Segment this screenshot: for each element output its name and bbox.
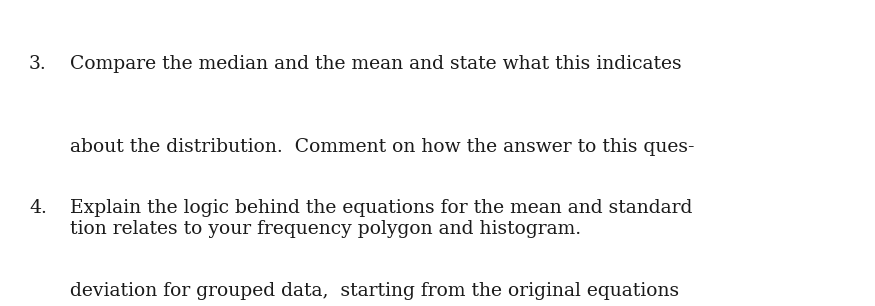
Text: 3.: 3.: [29, 55, 46, 73]
Text: deviation for grouped data,  starting from the original equations: deviation for grouped data, starting fro…: [70, 282, 679, 300]
Text: Compare the median and the mean and state what this indicates: Compare the median and the mean and stat…: [70, 55, 682, 73]
Text: about the distribution.  Comment on how the answer to this ques-: about the distribution. Comment on how t…: [70, 138, 695, 156]
Text: 4.: 4.: [29, 199, 46, 217]
Text: tion relates to your frequency polygon and histogram.: tion relates to your frequency polygon a…: [70, 220, 581, 238]
Text: Explain the logic behind the equations for the mean and standard: Explain the logic behind the equations f…: [70, 199, 692, 217]
